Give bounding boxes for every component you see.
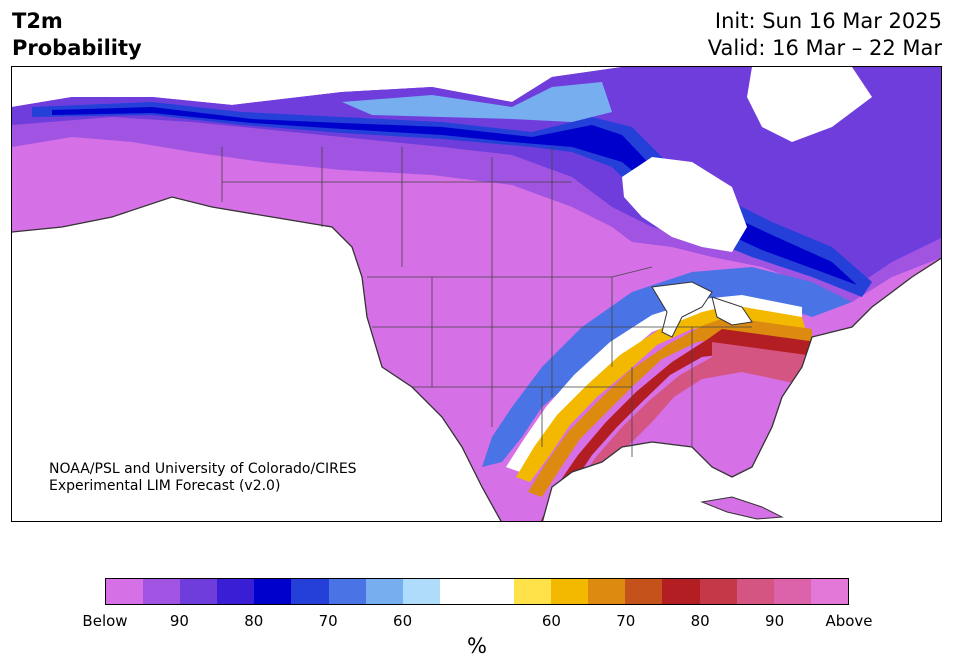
colorbar-tick-label: Above	[825, 612, 873, 630]
colorbar-unit: %	[467, 634, 487, 658]
colorbar-segment	[662, 579, 700, 604]
forecast-dates: Init: Sun 16 Mar 2025 Valid: 16 Mar – 22…	[708, 8, 942, 62]
colorbar-segment	[328, 579, 366, 604]
coastline	[12, 196, 941, 521]
northern-light-blue	[342, 82, 612, 122]
probability-map	[11, 66, 942, 522]
atlantic-ocean	[542, 258, 941, 521]
cuba	[700, 496, 784, 520]
hudson-bay	[622, 157, 747, 252]
colorbar-segment	[402, 579, 440, 604]
colorbar-tick-label: 70	[318, 612, 338, 630]
colorbar-segment	[514, 579, 552, 604]
colorbar-segment	[699, 579, 737, 604]
colorbar-segment	[810, 579, 848, 604]
map-title: T2m Probability	[12, 8, 142, 62]
colorbar-segment	[365, 579, 403, 604]
colorbar-segment	[254, 579, 292, 604]
valid-date: Valid: 16 Mar – 22 Mar	[707, 36, 942, 60]
credit-text: NOAA/PSL and University of Colorado/CIRE…	[49, 461, 357, 495]
colorbar-segment	[551, 579, 589, 604]
colorbar-tick-label: 90	[765, 612, 785, 630]
pacific-ocean	[12, 197, 501, 521]
greenland-white	[747, 67, 872, 142]
colorbar-segment	[106, 579, 144, 604]
map-canvas	[12, 67, 941, 521]
colorbar-tick-label: 60	[541, 612, 561, 630]
colorbar-segment	[291, 579, 329, 604]
colorbar-segment	[588, 579, 626, 604]
above-yellow-band	[516, 305, 807, 482]
colorbar-segment	[143, 579, 181, 604]
colorbar-segment	[217, 579, 255, 604]
colorbar-tick-label: 60	[393, 612, 413, 630]
colorbar-segment	[773, 579, 811, 604]
above-red-band	[540, 329, 817, 521]
colorbar-segment	[439, 579, 477, 604]
colorbar-tick-label: 70	[616, 612, 636, 630]
credit-line-1: NOAA/PSL and University of Colorado/CIRE…	[49, 461, 357, 477]
above-orange-band	[528, 317, 812, 497]
colorbar-segment	[476, 579, 515, 604]
credit-line-2: Experimental LIM Forecast (v2.0)	[49, 478, 281, 494]
colorbar-tick-label: 80	[244, 612, 264, 630]
colorbar-tick-label: Below	[82, 612, 128, 630]
title-line-2: Probability	[12, 36, 142, 60]
colorbar-segment	[625, 579, 663, 604]
colorbar-tick-label: 90	[169, 612, 189, 630]
colorbar-tick-label: 80	[690, 612, 710, 630]
great-lakes	[651, 281, 753, 338]
colorbar-segment	[736, 579, 774, 604]
probability-colorbar	[105, 578, 849, 605]
colorbar-segment	[180, 579, 218, 604]
init-date: Init: Sun 16 Mar 2025	[714, 9, 942, 33]
title-line-1: T2m	[12, 9, 63, 33]
state-borders	[221, 147, 752, 457]
